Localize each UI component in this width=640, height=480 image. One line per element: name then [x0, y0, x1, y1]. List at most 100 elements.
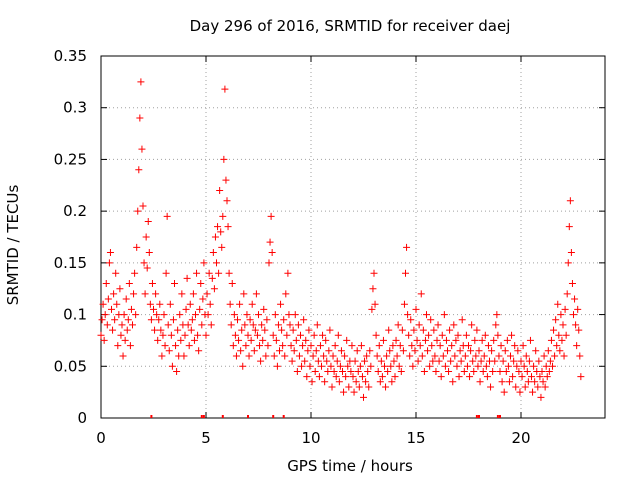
- data-point: [294, 321, 302, 329]
- data-point: [456, 347, 464, 355]
- y-tick-label: 0.2: [63, 202, 87, 220]
- data-point: [215, 269, 223, 277]
- data-point: [344, 362, 352, 370]
- data-point: [536, 373, 544, 381]
- data-point: [298, 362, 306, 370]
- data-point: [125, 280, 133, 288]
- data-point: [438, 331, 446, 339]
- data-point: [272, 336, 280, 344]
- data-point: [436, 342, 444, 350]
- data-point: [576, 352, 584, 360]
- data-point: [320, 352, 328, 360]
- data-point: [515, 367, 523, 375]
- data-point: [349, 373, 357, 381]
- data-point: [334, 331, 342, 339]
- data-point: [424, 347, 432, 355]
- data-point: [240, 290, 248, 298]
- data-point: [457, 357, 465, 365]
- data-point: [413, 336, 421, 344]
- data-point: [448, 342, 456, 350]
- data-point: [315, 373, 323, 381]
- data-point: [323, 357, 331, 365]
- data-point: [139, 202, 147, 210]
- data-point: [321, 378, 329, 386]
- data-point: [418, 352, 426, 360]
- data-point: [306, 362, 314, 370]
- data-point: [550, 326, 558, 334]
- data-point: [285, 311, 293, 319]
- data-point: [223, 197, 231, 205]
- data-point: [532, 347, 540, 355]
- data-point: [467, 347, 475, 355]
- data-point: [469, 357, 477, 365]
- y-tick-label: 0.15: [54, 254, 87, 272]
- data-point: [211, 233, 219, 241]
- x-tick-label: 5: [201, 429, 211, 447]
- data-point: [472, 352, 480, 360]
- data-point: [205, 269, 213, 277]
- data-point: [335, 378, 343, 386]
- data-point: [400, 300, 408, 308]
- data-point: [241, 321, 249, 329]
- data-point: [488, 347, 496, 355]
- data-point: [158, 352, 166, 360]
- data-point: [135, 166, 143, 174]
- data-point: [109, 326, 117, 334]
- data-point: [134, 207, 142, 215]
- data-point: [200, 259, 208, 267]
- data-point: [148, 280, 156, 288]
- data-point: [399, 347, 407, 355]
- data-point: [196, 305, 204, 313]
- data-point: [523, 367, 531, 375]
- data-point: [518, 373, 526, 381]
- data-point: [120, 311, 128, 319]
- data-point: [270, 352, 278, 360]
- data-point: [345, 383, 353, 391]
- data-point: [322, 336, 330, 344]
- data-point: [355, 383, 363, 391]
- data-point: [542, 362, 550, 370]
- data-point: [446, 326, 454, 334]
- data-point: [504, 362, 512, 370]
- data-point: [178, 290, 186, 298]
- data-point: [226, 300, 234, 308]
- data-point: [509, 373, 517, 381]
- data-point: [348, 342, 356, 350]
- data-point: [568, 280, 576, 288]
- data-point: [557, 311, 565, 319]
- grid-lines: [101, 56, 605, 418]
- data-point: [444, 347, 451, 355]
- data-point: [382, 383, 390, 391]
- data-point: [111, 316, 119, 324]
- data-point: [452, 336, 460, 344]
- data-point: [520, 362, 528, 370]
- data-point: [571, 295, 579, 303]
- data-point: [143, 264, 151, 272]
- data-point: [250, 347, 258, 355]
- data-point: [558, 336, 566, 344]
- data-point: [521, 383, 529, 391]
- data-point: [570, 311, 577, 319]
- data-point: [216, 186, 224, 194]
- data-point: [283, 331, 291, 339]
- data-point: [213, 259, 220, 267]
- data-point: [379, 336, 387, 344]
- data-point: [314, 357, 322, 365]
- data-point: [117, 331, 125, 339]
- data-point: [333, 357, 341, 365]
- data-point: [202, 331, 210, 339]
- data-point: [435, 357, 443, 365]
- data-point: [297, 331, 304, 339]
- data-point: [462, 331, 470, 339]
- data-point: [108, 305, 115, 313]
- data-point: [331, 342, 339, 350]
- data-point: [391, 373, 399, 381]
- data-point: [352, 378, 360, 386]
- data-point: [144, 217, 152, 225]
- data-point: [354, 367, 362, 375]
- data-point: [516, 388, 524, 396]
- data-point: [131, 269, 139, 277]
- data-point: [458, 316, 466, 324]
- data-point: [500, 388, 508, 396]
